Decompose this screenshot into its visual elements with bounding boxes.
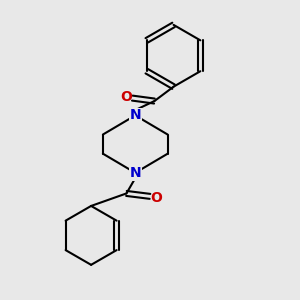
- Text: N: N: [130, 166, 141, 180]
- Text: O: O: [121, 90, 132, 104]
- Text: N: N: [130, 108, 141, 122]
- Text: O: O: [150, 191, 162, 205]
